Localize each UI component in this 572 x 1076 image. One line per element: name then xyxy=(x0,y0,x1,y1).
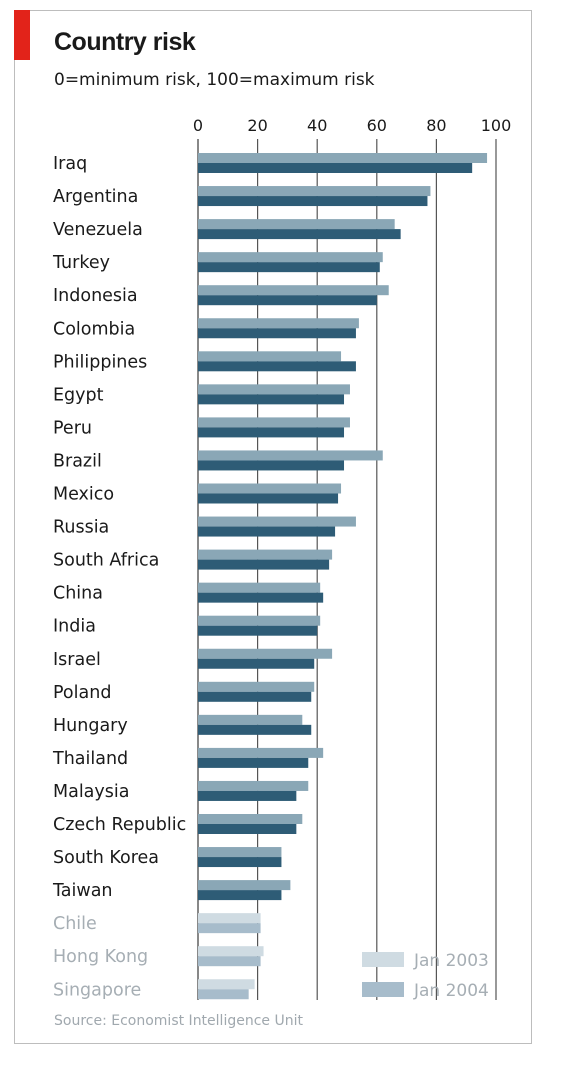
bar-indonesia-jan-2003 xyxy=(198,285,389,296)
bar-egypt-jan-2004 xyxy=(198,394,345,405)
x-axis-ticks: 0 20 40 60 80 100 xyxy=(193,116,511,135)
tick-label-40: 40 xyxy=(307,116,327,135)
bar-malaysia-jan-2003 xyxy=(198,780,309,791)
bar-brazil-jan-2003 xyxy=(198,450,383,461)
bar-brazil-jan-2004 xyxy=(198,460,345,471)
bar-chile-jan-2003 xyxy=(198,913,261,924)
category-label-russia: Russia xyxy=(53,518,109,538)
category-label-china: China xyxy=(53,584,103,604)
category-label-indonesia: Indonesia xyxy=(53,286,138,306)
legend-swatch-jan-2004 xyxy=(362,982,404,997)
bar-argentina-jan-2003 xyxy=(198,186,431,197)
category-label-hungary: Hungary xyxy=(53,716,128,736)
bar-iraq-jan-2004 xyxy=(198,163,473,173)
bar-south-korea-jan-2004 xyxy=(198,857,282,868)
category-label-peru: Peru xyxy=(53,418,92,438)
bar-singapore-jan-2004 xyxy=(198,989,249,1000)
category-label-brazil: Brazil xyxy=(53,451,102,471)
bar-poland-jan-2003 xyxy=(198,681,315,692)
category-label-thailand: Thailand xyxy=(52,749,128,769)
category-label-poland: Poland xyxy=(53,683,111,703)
bar-czech-republic-jan-2003 xyxy=(198,814,303,824)
bar-turkey-jan-2004 xyxy=(198,262,380,273)
bar-colombia-jan-2003 xyxy=(198,318,359,329)
category-label-taiwan: Taiwan xyxy=(52,881,113,901)
bar-mexico-jan-2003 xyxy=(198,483,342,494)
category-label-malaysia: Malaysia xyxy=(53,782,129,802)
legend-label-jan-2003: Jan 2003 xyxy=(413,951,489,971)
category-label-south-korea: South Korea xyxy=(53,848,159,868)
bar-poland-jan-2004 xyxy=(198,691,312,702)
legend-swatch-jan-2003 xyxy=(362,952,404,967)
bar-peru-jan-2004 xyxy=(198,427,345,438)
bar-egypt-jan-2003 xyxy=(198,384,350,395)
bar-colombia-jan-2004 xyxy=(198,328,356,339)
bar-south-korea-jan-2003 xyxy=(198,847,282,858)
bar-mexico-jan-2004 xyxy=(198,493,339,504)
bar-india-jan-2004 xyxy=(198,625,318,636)
bar-czech-republic-jan-2004 xyxy=(198,824,297,834)
bar-venezuela-jan-2004 xyxy=(198,229,401,240)
category-label-iraq: Iraq xyxy=(53,154,87,174)
bar-taiwan-jan-2004 xyxy=(198,890,282,901)
category-label-philippines: Philippines xyxy=(53,352,147,372)
category-label-czech-republic: Czech Republic xyxy=(53,815,186,835)
category-label-egypt: Egypt xyxy=(53,385,104,405)
category-label-israel: Israel xyxy=(53,650,101,670)
tick-label-100: 100 xyxy=(481,116,512,135)
chart-subtitle: 0=minimum risk, 100=maximum risk xyxy=(54,70,375,90)
bar-india-jan-2003 xyxy=(198,615,321,626)
bar-thailand-jan-2004 xyxy=(198,757,309,768)
tick-label-0: 0 xyxy=(193,116,203,135)
bar-turkey-jan-2003 xyxy=(198,252,383,263)
bar-hungary-jan-2003 xyxy=(198,714,303,725)
bar-hong-kong-jan-2003 xyxy=(198,946,264,957)
chart-title: Country risk xyxy=(54,28,196,56)
category-labels: Iraq Argentina Venezuela Turkey Indonesia Col… xyxy=(52,154,186,1000)
bar-peru-jan-2003 xyxy=(198,417,350,428)
category-label-turkey: Turkey xyxy=(52,253,110,273)
legend-label-jan-2004: Jan 2004 xyxy=(413,981,489,1001)
bar-hungary-jan-2004 xyxy=(198,724,312,735)
category-label-hong-kong: Hong Kong xyxy=(53,947,148,967)
category-label-colombia: Colombia xyxy=(53,319,135,339)
bar-south-africa-jan-2004 xyxy=(198,559,330,570)
bar-venezuela-jan-2003 xyxy=(198,219,395,230)
bar-israel-jan-2003 xyxy=(198,648,333,659)
category-label-argentina: Argentina xyxy=(53,187,138,207)
category-label-chile: Chile xyxy=(53,914,97,934)
category-label-singapore: Singapore xyxy=(53,980,141,1000)
bar-philippines-jan-2004 xyxy=(198,361,356,372)
accent-bar xyxy=(14,10,30,60)
bar-china-jan-2004 xyxy=(198,592,324,603)
bar-taiwan-jan-2003 xyxy=(198,880,291,891)
tick-label-60: 60 xyxy=(367,116,387,135)
legend: Jan 2003 Jan 2004 xyxy=(362,951,489,1001)
bar-thailand-jan-2003 xyxy=(198,747,324,758)
category-label-india: India xyxy=(53,617,96,637)
bar-china-jan-2003 xyxy=(198,582,321,593)
bar-russia-jan-2004 xyxy=(198,526,336,537)
source-note: Source: Economist Intelligence Unit xyxy=(54,1013,303,1029)
tick-label-80: 80 xyxy=(426,116,446,135)
bar-singapore-jan-2003 xyxy=(198,979,255,990)
bar-indonesia-jan-2004 xyxy=(198,295,377,306)
bar-iraq-jan-2003 xyxy=(198,153,488,163)
category-label-south-africa: South Africa xyxy=(53,551,159,571)
bar-russia-jan-2003 xyxy=(198,516,356,527)
bar-chile-jan-2004 xyxy=(198,923,261,934)
bar-malaysia-jan-2004 xyxy=(198,790,297,801)
bar-south-africa-jan-2003 xyxy=(198,549,333,560)
bar-hong-kong-jan-2004 xyxy=(198,956,261,967)
category-label-venezuela: Venezuela xyxy=(53,220,143,240)
bar-argentina-jan-2004 xyxy=(198,196,428,207)
bar-israel-jan-2004 xyxy=(198,658,315,669)
tick-label-20: 20 xyxy=(247,116,267,135)
bars xyxy=(198,153,488,1000)
bar-philippines-jan-2003 xyxy=(198,351,342,362)
category-label-mexico: Mexico xyxy=(53,485,114,505)
